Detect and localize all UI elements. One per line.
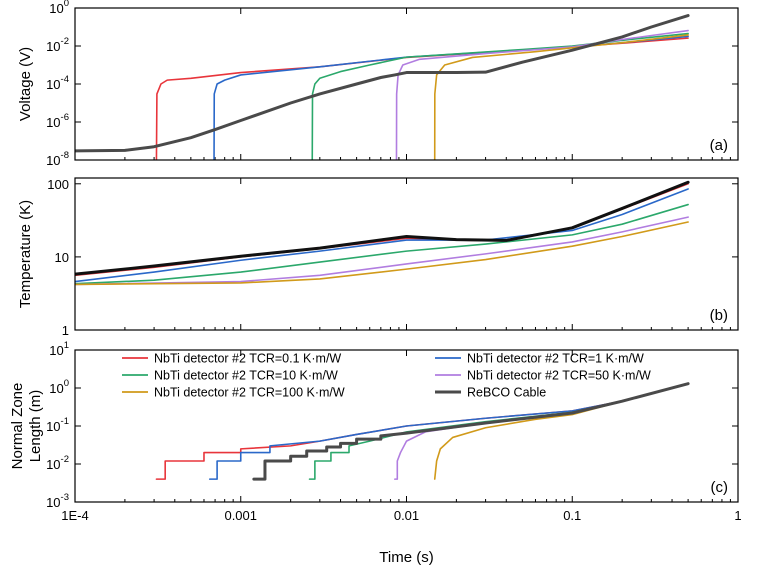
series-line-2 — [208, 382, 689, 480]
y-tick-label: 10-1 — [46, 416, 69, 434]
x-tick-label: 1 — [734, 508, 741, 523]
y-tick-label: 10-4 — [46, 74, 69, 92]
y-tick-label: 100 — [47, 177, 69, 192]
panel-tag: (a) — [710, 137, 728, 154]
y-tick-label: 1 — [62, 323, 69, 338]
legend-label: NbTi detector #2 TCR=50 K·m/W — [467, 369, 651, 383]
x-tick-label: 0.01 — [394, 508, 419, 523]
y-tick-label: 10-8 — [46, 150, 69, 168]
series-line-6 — [75, 14, 690, 153]
y-tick-label: 10-2 — [46, 36, 69, 54]
panel-1: 100 10-2 10-4 10-6 10-8 (a) Voltage (V) — [17, 0, 739, 168]
series-line-6 — [252, 382, 690, 481]
series-line-2 — [75, 188, 689, 283]
x-tick-label: 0.1 — [563, 508, 581, 523]
legend-label: NbTi detector #2 TCR=100 K·m/W — [154, 386, 345, 400]
series-line-3 — [75, 203, 689, 285]
y-tick-label: 101 — [49, 340, 69, 358]
y-tick-label: 10-2 — [46, 454, 69, 472]
plot-frame — [74, 177, 739, 331]
y-tick-label: 100 — [49, 378, 69, 396]
y-axis-title: Length (m) — [27, 390, 44, 463]
series-line-4 — [75, 216, 689, 286]
series-line-5 — [75, 221, 689, 286]
panel-2: 100 10 1 (b) Temperature (K) — [17, 177, 739, 338]
panel-3: 101 100 10-1 10-2 10-3 (c) Normal Zone Length (… — [9, 340, 742, 566]
series-line-4 — [395, 29, 689, 160]
y-axis-title: Normal Zone — [9, 383, 26, 470]
y-tick-label: 10-3 — [46, 492, 69, 510]
panel-tag: (b) — [710, 307, 728, 324]
y-tick-label: 10-6 — [46, 112, 69, 130]
legend-label: ReBCO Cable — [467, 386, 546, 400]
panel-tag: (c) — [711, 479, 729, 496]
x-axis-title: Time (s) — [379, 549, 433, 566]
y-axis-title: Voltage (V) — [17, 47, 34, 121]
series-line-6 — [75, 180, 690, 276]
y-tick-label: 100 — [49, 0, 69, 16]
legend-label: NbTi detector #2 TCR=1 K·m/W — [467, 352, 644, 366]
plot-frame — [74, 7, 739, 161]
legend-label: NbTi detector #2 TCR=0.1 K·m/W — [154, 352, 341, 366]
series-group — [75, 14, 690, 160]
series-group — [75, 180, 690, 286]
x-tick-label: 0.001 — [224, 508, 257, 523]
y-axis-title: Temperature (K) — [17, 200, 34, 308]
legend-label: NbTi detector #2 TCR=10 K·m/W — [154, 369, 338, 383]
series-group — [155, 382, 690, 481]
x-tick-label: 1E-4 — [61, 508, 88, 523]
y-tick-label: 10 — [55, 250, 69, 265]
series-line-5 — [433, 34, 689, 160]
legend: NbTi detector #2 TCR=0.1 K·m/W NbTi detec… — [122, 352, 651, 400]
plot-frame — [74, 349, 739, 503]
